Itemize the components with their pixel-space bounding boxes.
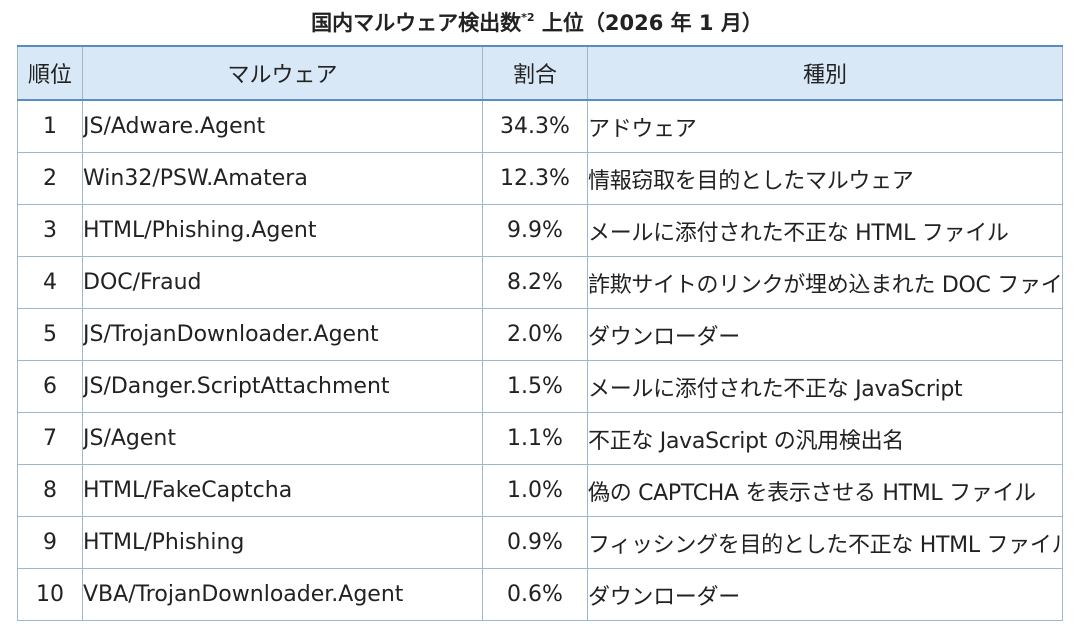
type-cell: 不正な JavaScript の汎用検出名 xyxy=(587,412,1063,465)
type-cell: メールに添付された不正な JavaScript xyxy=(587,360,1063,413)
type-cell: 詐欺サイトのリンクが埋め込まれた DOC ファイル xyxy=(587,256,1063,309)
type-cell: 情報窃取を目的としたマルウェア xyxy=(587,152,1063,205)
malware-ranking-table: 順位 マルウェア 割合 種別 1 JS/Adware.Agent 34.3% アドウェ… xyxy=(17,45,1063,621)
table-row: 2 Win32/PSW.Amatera 12.3% 情報窃取を目的としたマルウェア xyxy=(17,152,1063,205)
rank-cell: 6 xyxy=(17,360,83,413)
ratio-cell: 12.3% xyxy=(482,152,588,205)
table-header: 順位 マルウェア 割合 種別 xyxy=(17,45,1063,101)
table-row: 8 HTML/FakeCaptcha 1.0% 偽の CAPTCHA を表示させる H… xyxy=(17,464,1063,517)
type-cell: 偽の CAPTCHA を表示させる HTML ファイル xyxy=(587,464,1063,517)
table-row: 7 JS/Agent 1.1% 不正な JavaScript の汎用検出名 xyxy=(17,412,1063,465)
ratio-cell: 1.5% xyxy=(482,360,588,413)
rank-cell: 10 xyxy=(17,568,83,621)
header-row: 順位 マルウェア 割合 種別 xyxy=(17,45,1063,101)
table-title: 国内マルウェア検出数*2 上位（2026 年 1 月） xyxy=(0,8,1074,38)
type-cell: フィッシングを目的とした不正な HTML ファイル xyxy=(587,516,1063,569)
header-ratio: 割合 xyxy=(482,45,588,101)
header-rank: 順位 xyxy=(17,45,83,101)
malware-name-cell: JS/Agent xyxy=(82,412,483,465)
rank-cell: 3 xyxy=(17,204,83,257)
malware-name-cell: JS/Adware.Agent xyxy=(82,99,483,153)
ratio-cell: 9.9% xyxy=(482,204,588,257)
malware-name-cell: HTML/FakeCaptcha xyxy=(82,464,483,517)
ratio-cell: 8.2% xyxy=(482,256,588,309)
malware-name-cell: JS/TrojanDownloader.Agent xyxy=(82,308,483,361)
table-row: 1 JS/Adware.Agent 34.3% アドウェア xyxy=(17,99,1063,153)
rank-cell: 2 xyxy=(17,152,83,205)
table-row: 6 JS/Danger.ScriptAttachment 1.5% メールに添付された… xyxy=(17,360,1063,413)
rank-cell: 7 xyxy=(17,412,83,465)
title-main: 国内マルウェア検出数 xyxy=(311,11,522,35)
rank-cell: 5 xyxy=(17,308,83,361)
table-row: 5 JS/TrojanDownloader.Agent 2.0% ダウンローダー xyxy=(17,308,1063,361)
table-row: 10 VBA/TrojanDownloader.Agent 0.6% ダウンローダー xyxy=(17,568,1063,621)
type-cell: メールに添付された不正な HTML ファイル xyxy=(587,204,1063,257)
malware-name-cell: VBA/TrojanDownloader.Agent xyxy=(82,568,483,621)
title-period: 上位（2026 年 1 月） xyxy=(534,11,763,35)
type-cell: ダウンローダー xyxy=(587,308,1063,361)
ratio-cell: 0.6% xyxy=(482,568,588,621)
ratio-cell: 0.9% xyxy=(482,516,588,569)
ratio-cell: 1.1% xyxy=(482,412,588,465)
footnote-mark: *2 xyxy=(521,11,535,24)
malware-name-cell: HTML/Phishing.Agent xyxy=(82,204,483,257)
table-row: 4 DOC/Fraud 8.2% 詐欺サイトのリンクが埋め込まれた DOC ファイル xyxy=(17,256,1063,309)
type-cell: ダウンローダー xyxy=(587,568,1063,621)
header-malware: マルウェア xyxy=(82,45,483,101)
header-type: 種別 xyxy=(587,45,1063,101)
ratio-cell: 1.0% xyxy=(482,464,588,517)
ratio-cell: 34.3% xyxy=(482,99,588,153)
rank-cell: 1 xyxy=(17,99,83,153)
table-row: 9 HTML/Phishing 0.9% フィッシングを目的とした不正な HTML フ… xyxy=(17,516,1063,569)
table-body: 1 JS/Adware.Agent 34.3% アドウェア 2 Win32/PSW.Ama… xyxy=(17,99,1063,621)
rank-cell: 9 xyxy=(17,516,83,569)
table-row: 3 HTML/Phishing.Agent 9.9% メールに添付された不正な HTM… xyxy=(17,204,1063,257)
ratio-cell: 2.0% xyxy=(482,308,588,361)
type-cell: アドウェア xyxy=(587,99,1063,153)
malware-name-cell: DOC/Fraud xyxy=(82,256,483,309)
malware-name-cell: JS/Danger.ScriptAttachment xyxy=(82,360,483,413)
malware-name-cell: Win32/PSW.Amatera xyxy=(82,152,483,205)
rank-cell: 4 xyxy=(17,256,83,309)
malware-name-cell: HTML/Phishing xyxy=(82,516,483,569)
rank-cell: 8 xyxy=(17,464,83,517)
